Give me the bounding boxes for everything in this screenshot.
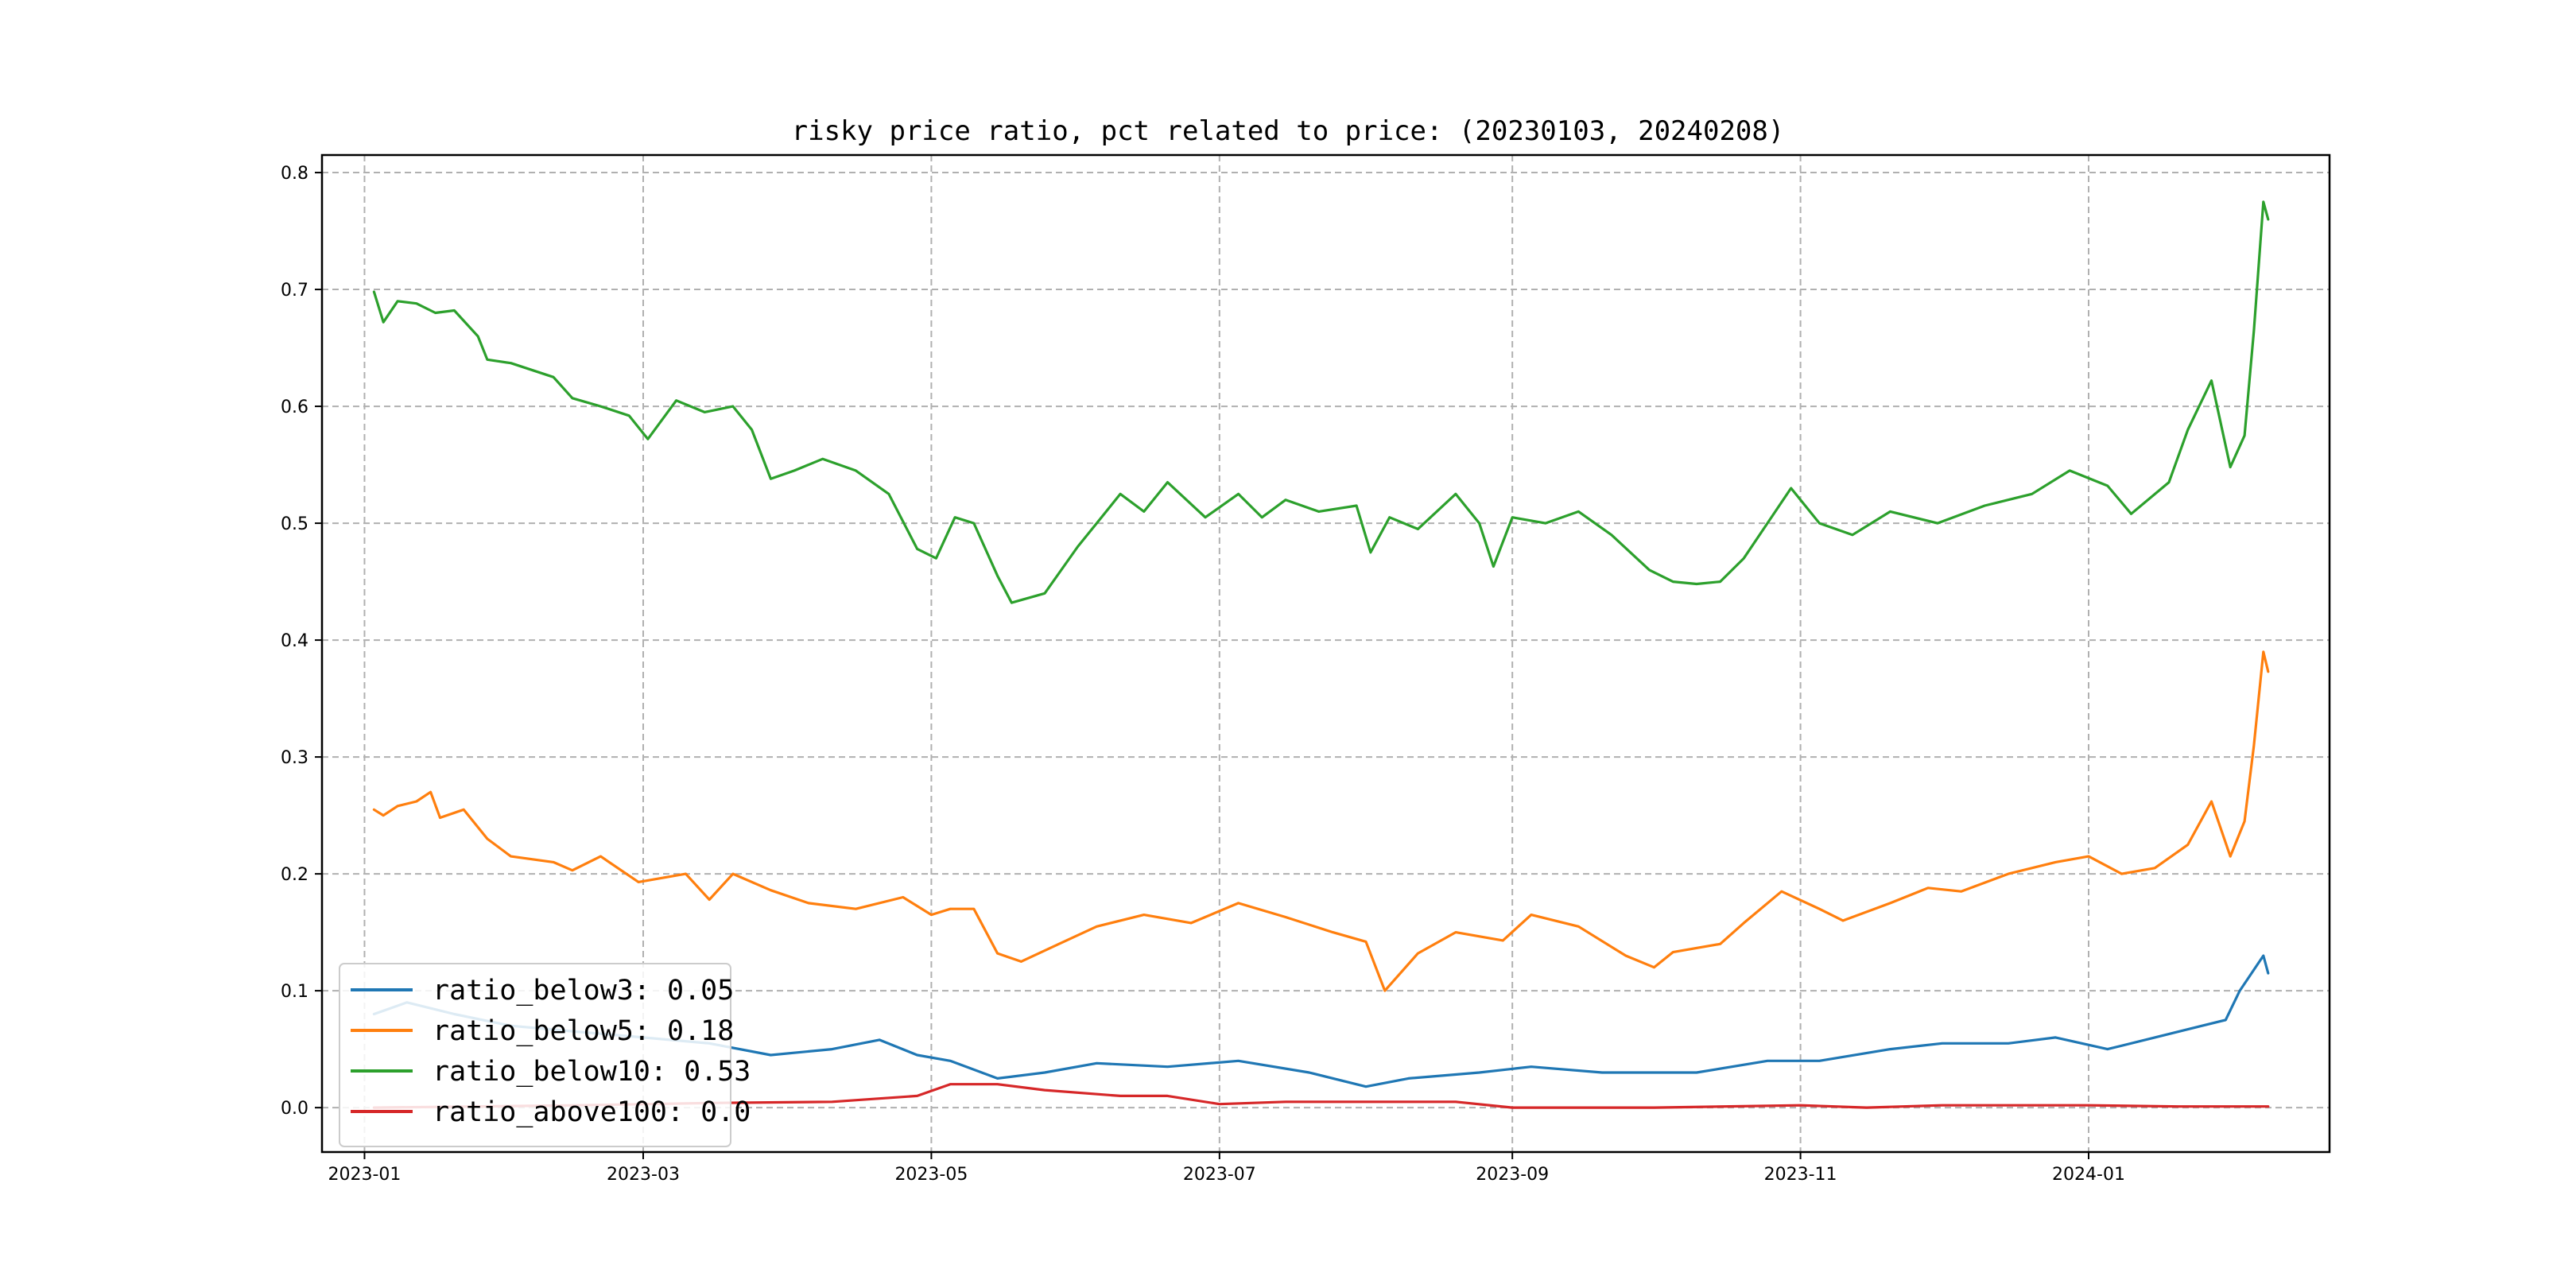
legend-label: ratio_above100: 0.0 — [433, 1096, 751, 1128]
y-tick-label: 0.8 — [281, 164, 308, 184]
x-tick-label: 2023-03 — [607, 1165, 680, 1185]
y-tick-label: 0.6 — [281, 398, 308, 417]
series-line-ratio-above100 — [372, 1083, 2270, 1109]
axis-ticks: 2023-01 2023-03 2023-05 2023-07 2023-09 2023-… — [281, 164, 2125, 1185]
y-tick-label: 0.0 — [281, 1099, 308, 1119]
x-tick-label: 2023-09 — [1476, 1165, 1549, 1185]
y-tick-label: 0.7 — [281, 281, 308, 301]
x-tick-label: 2023-11 — [1764, 1165, 1837, 1185]
x-tick-label: 2024-01 — [2052, 1165, 2125, 1185]
y-tick-label: 0.4 — [281, 631, 308, 651]
series-line-ratio-below5 — [372, 650, 2270, 992]
legend-label: ratio_below10: 0.53 — [433, 1056, 751, 1088]
y-tick-label: 0.5 — [281, 514, 308, 534]
series-line-ratio-below10 — [372, 200, 2270, 604]
x-tick-label: 2023-07 — [1183, 1165, 1256, 1185]
legend-label: ratio_below5: 0.18 — [433, 1015, 734, 1047]
legend-box — [339, 963, 731, 1147]
y-tick-label: 0.3 — [281, 748, 308, 768]
x-tick-label: 2023-01 — [328, 1165, 402, 1185]
y-tick-label: 0.2 — [281, 865, 308, 885]
y-tick-label: 0.1 — [281, 982, 308, 1002]
chart-title: risky price ratio, pct related to price:… — [792, 115, 1785, 147]
x-tick-label: 2023-05 — [894, 1165, 968, 1185]
axes-frame — [320, 153, 2331, 1154]
legend-label: ratio_below3: 0.05 — [433, 975, 734, 1007]
legend: ratio_below3: 0.05 ratio_below5: 0.18 rati… — [339, 963, 751, 1147]
